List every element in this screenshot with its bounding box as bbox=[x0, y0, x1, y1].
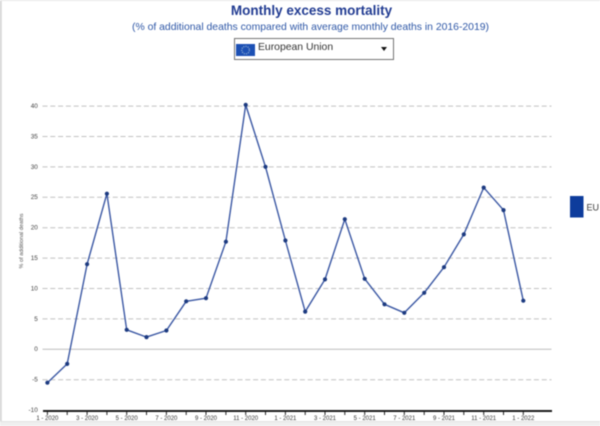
svg-text:0: 0 bbox=[34, 346, 38, 353]
svg-text:5 - 2021: 5 - 2021 bbox=[354, 416, 377, 422]
svg-text:11 - 2021: 11 - 2021 bbox=[471, 416, 497, 422]
svg-text:10: 10 bbox=[31, 285, 39, 292]
svg-text:1 - 2020: 1 - 2020 bbox=[36, 416, 59, 422]
svg-text:25: 25 bbox=[31, 194, 39, 201]
svg-text:7 - 2021: 7 - 2021 bbox=[393, 416, 416, 422]
svg-text:1 - 2022: 1 - 2022 bbox=[512, 416, 535, 422]
svg-text:30: 30 bbox=[31, 164, 39, 171]
svg-text:EU: EU bbox=[587, 202, 600, 212]
svg-text:20: 20 bbox=[31, 225, 39, 232]
svg-text:35: 35 bbox=[31, 133, 39, 140]
svg-text:11 - 2020: 11 - 2020 bbox=[233, 416, 259, 422]
svg-text:40: 40 bbox=[31, 103, 39, 110]
svg-text:1 - 2021: 1 - 2021 bbox=[274, 416, 297, 422]
svg-text:-10: -10 bbox=[29, 407, 39, 414]
svg-text:% of additional deaths: % of additional deaths bbox=[19, 213, 25, 268]
svg-text:-5: -5 bbox=[32, 377, 38, 384]
svg-text:9 - 2020: 9 - 2020 bbox=[195, 416, 218, 422]
svg-text:5 - 2020: 5 - 2020 bbox=[116, 416, 139, 422]
svg-text:3 - 2020: 3 - 2020 bbox=[76, 416, 99, 422]
svg-text:15: 15 bbox=[31, 255, 39, 262]
svg-text:3 - 2021: 3 - 2021 bbox=[314, 416, 337, 422]
svg-text:7 - 2020: 7 - 2020 bbox=[155, 416, 178, 422]
svg-text:9 - 2021: 9 - 2021 bbox=[433, 416, 456, 422]
svg-text:5: 5 bbox=[34, 316, 38, 323]
